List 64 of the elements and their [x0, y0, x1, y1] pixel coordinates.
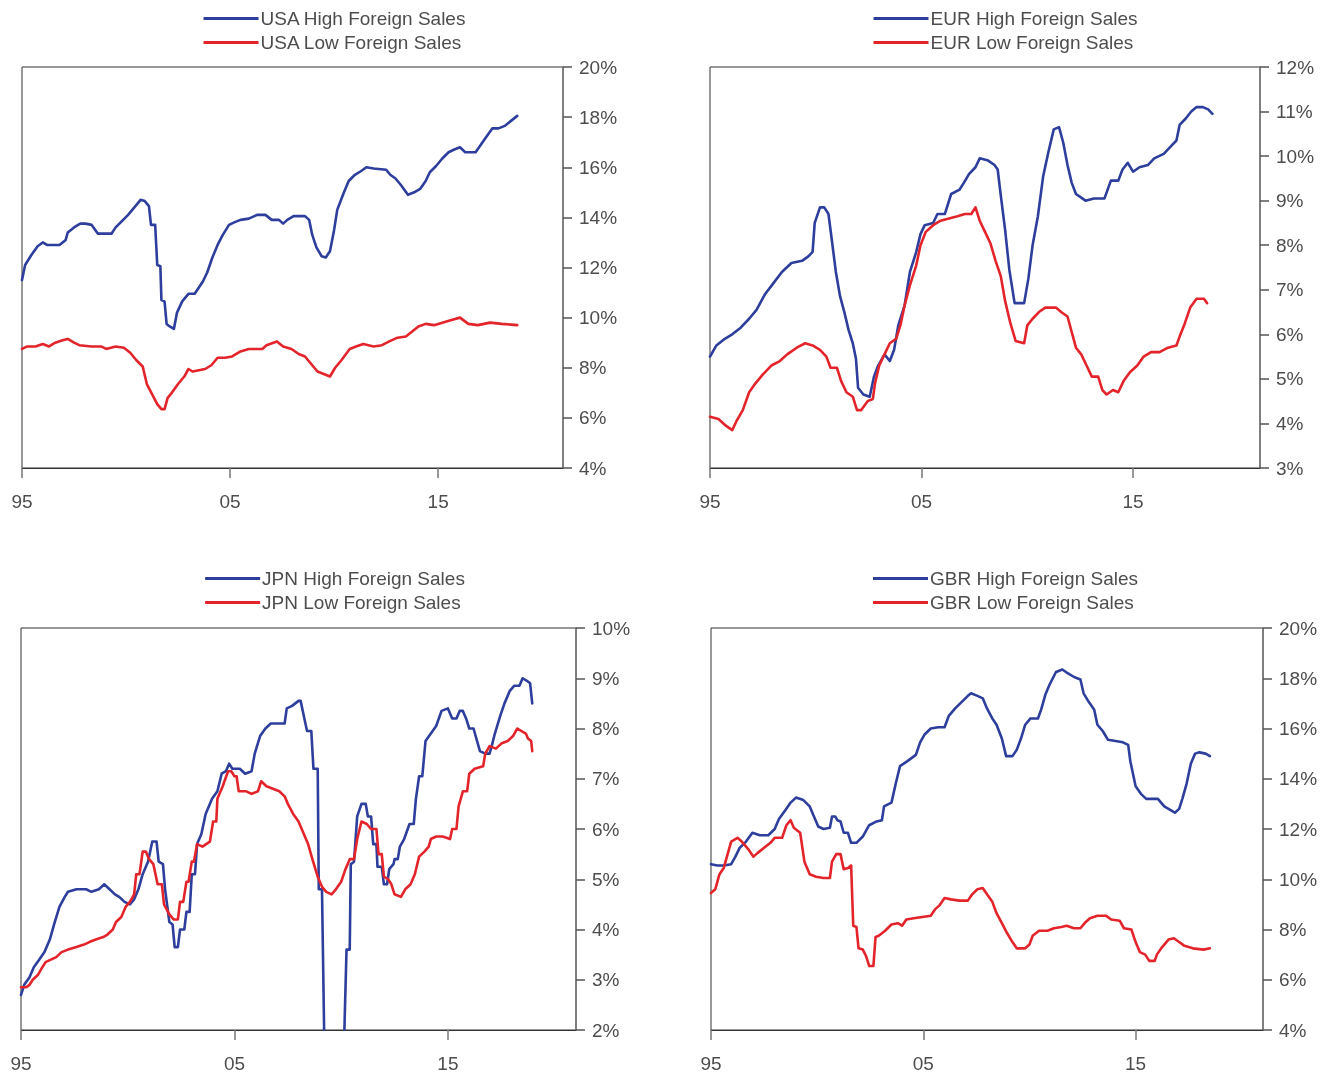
- legend-label: EUR High Foreign Sales: [930, 8, 1138, 29]
- x-tick-label: 15: [437, 1053, 459, 1074]
- y-tick-label: 12%: [1279, 818, 1318, 840]
- y-tick-label: 8%: [592, 718, 620, 739]
- legend-label: EUR Low Foreign Sales: [930, 32, 1134, 53]
- line-series: [708, 105, 1214, 399]
- y-tick-label: 18%: [579, 106, 618, 128]
- y-tick-label: 2%: [592, 1019, 620, 1041]
- y-tick-label: 10%: [1279, 868, 1318, 890]
- x-tick-label: 05: [223, 1053, 246, 1074]
- x-tick-label: 05: [912, 1053, 934, 1074]
- x-tick-label: 15: [1122, 491, 1144, 512]
- x-tick-label: 05: [219, 491, 241, 512]
- legend-label: JPN Low Foreign Sales: [262, 592, 461, 613]
- y-tick-label: 3%: [1276, 457, 1304, 479]
- x-tick-label: 95: [10, 1053, 32, 1074]
- x-tick-label: 95: [700, 1053, 722, 1074]
- y-tick-label: 5%: [1276, 368, 1304, 390]
- y-tick-label: 6%: [1276, 323, 1304, 345]
- y-tick-label: 12%: [1276, 56, 1315, 78]
- x-tick-label: 95: [11, 491, 33, 512]
- x-tick-label: 15: [427, 491, 449, 512]
- line-series: [20, 316, 519, 411]
- line-series: [20, 114, 519, 331]
- y-tick-label: 4%: [1279, 1019, 1307, 1041]
- y-tick-label: 18%: [1279, 667, 1318, 689]
- y-tick-label: 6%: [1279, 969, 1307, 991]
- y-tick-label: 16%: [579, 156, 618, 178]
- y-tick-label: 9%: [592, 667, 620, 689]
- y-tick-label: 8%: [1279, 919, 1307, 940]
- y-tick-label: 6%: [592, 818, 620, 840]
- legend-label: GBR Low Foreign Sales: [929, 592, 1134, 613]
- x-tick-label: 05: [910, 491, 933, 512]
- y-tick-label: 4%: [579, 457, 607, 479]
- y-tick-label: 14%: [579, 206, 618, 228]
- line-series: [19, 727, 534, 989]
- y-tick-label: 20%: [1279, 617, 1318, 639]
- y-tick-label: 12%: [579, 257, 618, 278]
- legend-label: USA High Foreign Sales: [260, 8, 466, 29]
- y-tick-label: 8%: [579, 357, 607, 379]
- y-tick-label: 9%: [1276, 190, 1304, 212]
- y-tick-label: 6%: [579, 407, 607, 429]
- line-series: [709, 818, 1212, 968]
- y-tick-label: 20%: [579, 56, 618, 78]
- y-tick-label: 4%: [1276, 412, 1304, 434]
- y-tick-label: 3%: [592, 969, 620, 991]
- legend-label: JPN High Foreign Sales: [262, 568, 465, 589]
- y-tick-label: 5%: [592, 868, 620, 890]
- y-tick-label: 4%: [592, 919, 620, 940]
- legend-label: USA Low Foreign Sales: [260, 32, 462, 53]
- y-tick-label: 7%: [1276, 279, 1304, 301]
- y-tick-label: 16%: [1279, 718, 1318, 739]
- line-series: [709, 668, 1212, 867]
- y-tick-label: 10%: [579, 307, 618, 329]
- y-tick-label: 7%: [592, 768, 620, 790]
- x-tick-label: 95: [699, 491, 721, 512]
- y-tick-label: 8%: [1276, 234, 1304, 256]
- y-tick-label: 10%: [592, 617, 631, 639]
- legend-label: GBR High Foreign Sales: [929, 568, 1139, 589]
- y-tick-label: 11%: [1276, 101, 1313, 123]
- y-tick-label: 10%: [1276, 145, 1315, 167]
- x-tick-label: 15: [1125, 1053, 1147, 1074]
- line-series: [708, 206, 1209, 432]
- y-tick-label: 14%: [1279, 768, 1318, 790]
